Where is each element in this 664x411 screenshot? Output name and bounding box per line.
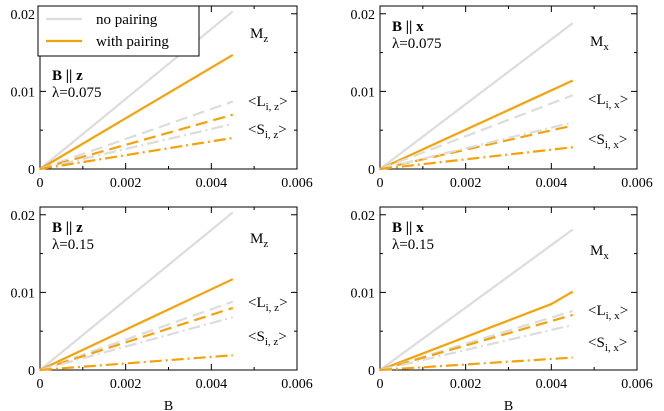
y-tick-label: 0 xyxy=(28,163,35,178)
x-tick-label: 0.006 xyxy=(621,176,653,191)
series-m-with-pairing xyxy=(379,79,574,170)
x-tick-label: 0.004 xyxy=(536,176,568,191)
lambda-label: λ=0.15 xyxy=(392,237,434,253)
y-tick-label: 0.01 xyxy=(351,85,376,100)
series-l-with-pairing xyxy=(379,313,574,372)
x-tick-label: 0.006 xyxy=(281,377,313,392)
series-s-no-pairing xyxy=(39,316,234,372)
legend-label-no-pairing: no pairing xyxy=(96,12,158,28)
series-s-no-pairing xyxy=(379,121,574,171)
spin-moment-label: <Si, x> xyxy=(588,132,627,151)
x-tick-label: 0 xyxy=(377,176,384,191)
x-tick-label: 0.006 xyxy=(281,176,313,191)
y-tick-label: 0.01 xyxy=(11,85,36,100)
field-direction-label: B || x xyxy=(392,220,424,236)
series-l-with-pairing xyxy=(39,113,234,171)
y-tick-label: 0.02 xyxy=(11,8,36,23)
y-tick-label: 0.02 xyxy=(351,8,376,23)
series-l-no-pairing xyxy=(39,300,234,372)
series-m-no-pairing xyxy=(39,10,234,170)
y-tick-label: 0.02 xyxy=(11,209,36,224)
field-direction-label: B || z xyxy=(52,220,83,236)
spin-moment-label: <Si, z> xyxy=(248,122,287,141)
series-m-no-pairing xyxy=(379,228,574,371)
x-tick-label: 0.006 xyxy=(621,377,653,392)
y-tick-label: 0.01 xyxy=(11,286,36,301)
series-s-with-pairing xyxy=(39,354,233,372)
spin-moment-label: <Si, x> xyxy=(588,335,627,354)
series-m-with-pairing xyxy=(39,53,234,170)
orbital-moment-label: <Li, z> xyxy=(248,295,288,314)
x-axis-label: B xyxy=(164,399,173,411)
x-tick-label: 0.004 xyxy=(536,377,568,392)
x-tick-label: 0.004 xyxy=(196,176,228,191)
series-m-no-pairing xyxy=(379,22,574,170)
y-tick-label: 0.02 xyxy=(351,209,376,224)
x-tick-label: 0 xyxy=(37,377,44,392)
legend: no pairing with pairing xyxy=(37,5,200,57)
x-tick-label: 0 xyxy=(37,176,44,191)
panel-bottom-right: 0 0.002 0.004 0.006 0 0.01 0.02 B B || xλ=0.15 Mx… xyxy=(351,206,653,411)
series-l-with-pairing xyxy=(39,306,234,372)
magnetization-label: Mx xyxy=(590,34,609,53)
series-m-with-pairing xyxy=(379,290,574,372)
lambda-label: λ=0.075 xyxy=(52,85,101,101)
x-tick-label: 0 xyxy=(377,377,384,392)
y-tick-label: 0 xyxy=(368,364,375,379)
magnetization-label: Mz xyxy=(250,231,268,250)
lambda-label: λ=0.075 xyxy=(392,36,441,52)
y-tick-label: 0 xyxy=(28,364,35,379)
lambda-label: λ=0.15 xyxy=(52,237,94,253)
panel-top-left: 0 0.002 0.004 0.006 0 0.01 0.02 B || zλ=0.075 Mz… xyxy=(11,5,313,191)
orbital-moment-label: <Li, x> xyxy=(588,303,628,322)
legend-label-with-pairing: with pairing xyxy=(96,34,169,50)
panel-bottom-left: 0 0.002 0.004 0.006 0 0.01 0.02 B B || zλ=0.15 Mz… xyxy=(11,206,313,411)
panel-top-right: 0 0.002 0.004 0.006 0 0.01 0.02 B || xλ=0.075 Mx… xyxy=(351,5,653,191)
x-tick-label: 0.002 xyxy=(450,377,482,392)
orbital-moment-label: <Li, x> xyxy=(588,92,628,111)
series-l-with-pairing xyxy=(379,124,573,171)
series-s-with-pairing xyxy=(39,136,233,171)
series-l-no-pairing xyxy=(379,309,574,372)
series-l-no-pairing xyxy=(39,100,234,171)
spin-moment-label: <Si, z> xyxy=(248,329,287,348)
series-m-no-pairing xyxy=(39,211,234,371)
series-s-no-pairing xyxy=(379,323,574,372)
series-m-with-pairing xyxy=(39,278,234,371)
field-direction-label: B || z xyxy=(52,68,83,84)
magnetization-label: Mx xyxy=(590,243,609,262)
x-tick-label: 0.004 xyxy=(196,377,228,392)
field-direction-label: B || x xyxy=(392,19,424,35)
x-tick-label: 0.002 xyxy=(450,176,482,191)
x-tick-label: 0.002 xyxy=(110,377,142,392)
x-axis-label: B xyxy=(504,399,513,411)
x-tick-label: 0.002 xyxy=(110,176,142,191)
legend-box xyxy=(37,5,200,57)
y-tick-label: 0 xyxy=(368,163,375,178)
series-s-with-pairing xyxy=(379,146,573,171)
magnetization-label: Mz xyxy=(250,26,268,45)
y-tick-label: 0.01 xyxy=(351,286,376,301)
series-s-no-pairing xyxy=(39,122,234,171)
series-l-no-pairing xyxy=(379,94,574,171)
series-s-with-pairing xyxy=(379,356,573,372)
orbital-moment-label: <Li, z> xyxy=(248,94,288,113)
